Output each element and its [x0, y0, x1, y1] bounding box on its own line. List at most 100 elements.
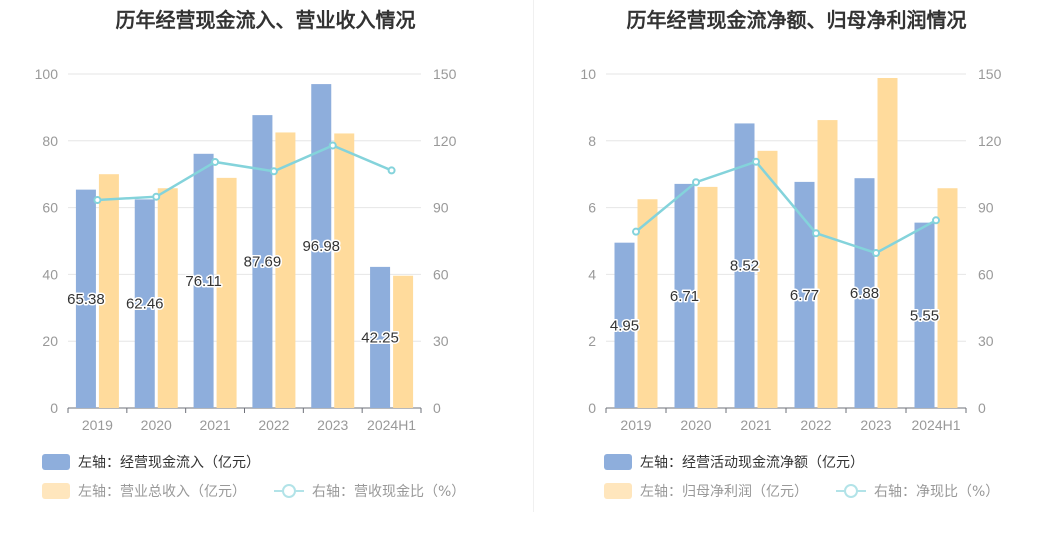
data-label: 8.52	[730, 258, 759, 275]
y-tick-left: 40	[42, 266, 58, 282]
y-tick-left: 6	[588, 200, 596, 216]
bar-secondary	[697, 186, 718, 408]
legend-item-right-line[interactable]: 右轴：净现比（%）	[836, 481, 999, 501]
y-tick-left: 80	[42, 133, 58, 149]
y-tick-right: 120	[433, 133, 457, 149]
data-label: 62.46	[126, 296, 164, 313]
legend-left: 左轴：经营现金流入（亿元） 左轴：营业总收入（亿元） 右轴：营收现金比（%）	[0, 446, 531, 506]
y-tick-left: 0	[588, 400, 596, 416]
data-label: 42.25	[361, 329, 399, 346]
bar-primary	[134, 199, 155, 408]
x-tick-label: 2021	[740, 417, 771, 433]
legend-swatch	[42, 454, 70, 470]
y-tick-left: 0	[50, 400, 58, 416]
x-tick-label: 2023	[860, 417, 891, 433]
y-tick-right: 30	[433, 333, 449, 349]
y-tick-right: 0	[433, 400, 441, 416]
x-tick-label: 2024H1	[911, 417, 960, 433]
bar-secondary	[157, 188, 178, 408]
y-tick-right: 60	[433, 266, 449, 282]
data-label: 6.77	[790, 287, 819, 304]
data-label: 6.71	[670, 288, 699, 305]
bar-primary	[614, 242, 635, 408]
x-tick-label: 2019	[82, 417, 113, 433]
legend-line-icon	[274, 483, 304, 499]
y-tick-right: 90	[433, 200, 449, 216]
bar-primary	[674, 183, 695, 408]
bar-primary	[311, 84, 332, 409]
x-tick-label: 2020	[680, 417, 711, 433]
data-label: 65.38	[67, 291, 105, 308]
bar-secondary	[637, 199, 658, 408]
bar-primary	[794, 181, 815, 408]
bar-secondary	[877, 78, 898, 409]
y-tick-left: 100	[35, 66, 59, 82]
bar-secondary	[275, 132, 296, 408]
legend-swatch	[604, 483, 632, 499]
chart-title-right: 历年经营现金流净额、归母净利润情况	[626, 8, 967, 32]
bar-secondary	[393, 275, 414, 408]
y-tick-right: 150	[978, 66, 1002, 82]
bar-secondary	[817, 120, 838, 408]
bar-primary	[370, 266, 391, 408]
line-point	[932, 216, 940, 225]
chart-plot-right: 0 2 4 6 8 10 0 30 60 90 120 150 2019 2020 2021 2022 2023…	[580, 66, 1002, 433]
line-point	[387, 166, 396, 175]
data-label: 76.11	[185, 273, 221, 290]
x-tick-label: 2022	[258, 417, 289, 433]
bar-primary	[193, 153, 214, 408]
y-tick-left: 20	[42, 333, 58, 349]
y-tick-right: 30	[978, 333, 994, 349]
bar-secondary	[216, 177, 237, 408]
y-tick-left: 2	[588, 333, 596, 349]
chart-panel-left: 历年经营现金流入、营业收入情况 0 20 40 60 80 100 0 30 60 90 120 15…	[0, 8, 531, 506]
bar-primary	[252, 115, 273, 408]
data-label: 87.69	[244, 254, 282, 271]
line-point	[328, 141, 337, 150]
legend-item-right-bar-secondary[interactable]: 左轴：归母净利润（亿元）	[604, 481, 808, 501]
line-point	[211, 157, 220, 166]
legend-right: 左轴：经营活动现金流净额（亿元） 左轴：归母净利润（亿元） 右轴：净现比（%）	[531, 446, 1062, 506]
y-tick-right: 120	[978, 133, 1002, 149]
line-point	[692, 178, 700, 187]
line-point	[872, 249, 880, 258]
line-point	[269, 167, 278, 176]
x-tick-label: 2021	[200, 417, 231, 433]
bar-primary	[854, 178, 875, 408]
legend-label: 左轴：营业总收入（亿元）	[78, 484, 246, 500]
y-tick-left: 60	[42, 200, 58, 216]
legend-label: 左轴：经营现金流入（亿元）	[78, 455, 260, 471]
data-label: 4.95	[610, 317, 639, 334]
line-point	[152, 192, 161, 201]
y-tick-right: 0	[978, 400, 986, 416]
legend-item-right-bar-primary[interactable]: 左轴：经营活动现金流净额（亿元）	[604, 452, 864, 472]
y-tick-left: 8	[588, 133, 596, 149]
x-tick-label: 2023	[317, 417, 348, 433]
bar-secondary	[937, 188, 958, 408]
bar-primary	[734, 123, 755, 408]
legend-item-left-line[interactable]: 右轴：营收现金比（%）	[274, 481, 465, 501]
line-point	[752, 157, 760, 166]
y-tick-right: 60	[978, 266, 994, 282]
data-label: 5.55	[910, 307, 939, 324]
x-tick-label: 2020	[141, 417, 172, 433]
line-point	[93, 196, 102, 205]
legend-item-left-bar-primary[interactable]: 左轴：经营现金流入（亿元）	[42, 452, 260, 472]
y-tick-right: 150	[433, 66, 457, 82]
legend-swatch	[604, 454, 632, 470]
bar-secondary	[757, 150, 778, 408]
x-tick-label: 2022	[800, 417, 831, 433]
chart-panel-right: 历年经营现金流净额、归母净利润情况 0 2 4 6 8 10 0 30 60 90 120 150 20…	[531, 0, 1062, 546]
chart-title-left: 历年经营现金流入、营业收入情况	[115, 8, 416, 32]
legend-item-left-bar-secondary[interactable]: 左轴：营业总收入（亿元）	[42, 481, 246, 501]
y-tick-left: 10	[580, 66, 596, 82]
legend-label: 左轴：经营活动现金流净额（亿元）	[640, 455, 864, 471]
legend-line-icon	[836, 483, 866, 499]
data-label: 6.88	[850, 285, 879, 302]
bar-primary	[75, 189, 96, 408]
y-tick-left: 4	[588, 266, 596, 282]
bar-primary	[914, 222, 935, 408]
line-point	[632, 227, 640, 236]
legend-label: 左轴：归母净利润（亿元）	[640, 484, 808, 500]
legend-swatch	[42, 483, 70, 499]
